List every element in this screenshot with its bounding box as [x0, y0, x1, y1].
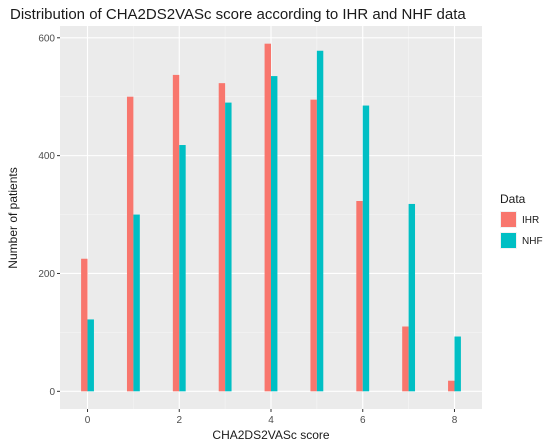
- y-axis: 0 200 400 600: [38, 33, 60, 398]
- bar-nhf: [179, 145, 186, 392]
- y-tick-label: 0: [49, 387, 55, 398]
- y-tick-label: 600: [38, 33, 55, 44]
- bar-nhf: [271, 76, 278, 392]
- bars: [81, 43, 461, 392]
- bar-ihr: [264, 43, 271, 392]
- x-axis: 0 2 4 6 8: [85, 409, 458, 426]
- bar-ihr: [172, 74, 180, 392]
- bar-nhf: [454, 336, 461, 392]
- legend-key-nhf: [501, 233, 516, 248]
- x-tick-label: 6: [360, 415, 366, 426]
- bar-nhf: [362, 105, 370, 392]
- x-tick-label: 8: [452, 415, 458, 426]
- bar-nhf: [133, 214, 140, 392]
- bar-ihr: [218, 83, 226, 392]
- bar-ihr: [356, 201, 363, 392]
- bar-nhf: [408, 203, 416, 392]
- bar-ihr: [126, 96, 134, 392]
- bar-ihr: [81, 258, 88, 392]
- legend: Data IHR NHF: [500, 192, 543, 249]
- legend-key-ihr: [501, 212, 516, 227]
- legend-label-nhf: NHF: [522, 236, 543, 247]
- chart-title: Distribution of CHA2DS2VASc score accord…: [10, 6, 466, 23]
- bar-nhf: [225, 102, 232, 392]
- bar-ihr: [448, 380, 455, 392]
- legend-label-ihr: IHR: [522, 215, 539, 226]
- legend-title: Data: [500, 192, 526, 206]
- x-tick-label: 0: [85, 415, 91, 426]
- x-axis-title: CHA2DS2VASc score: [212, 428, 329, 442]
- y-axis-title: Number of patients: [6, 167, 20, 268]
- bar-nhf: [87, 319, 94, 392]
- y-tick-label: 200: [38, 269, 55, 280]
- x-tick-label: 4: [268, 415, 274, 426]
- y-tick-label: 400: [38, 151, 55, 162]
- bar-ihr: [310, 99, 317, 392]
- x-tick-label: 2: [176, 415, 182, 426]
- bar-ihr: [402, 326, 409, 392]
- bar-nhf: [316, 50, 324, 392]
